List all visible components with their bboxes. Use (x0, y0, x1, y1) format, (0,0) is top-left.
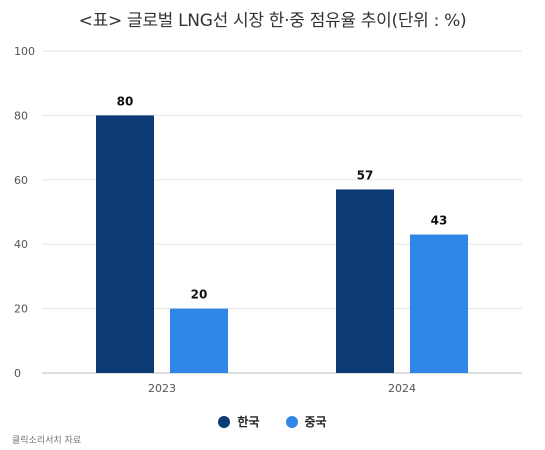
data-label: 20 (191, 288, 208, 302)
y-tick-label: 20 (14, 303, 28, 316)
legend-swatch (218, 415, 231, 428)
bar (170, 308, 228, 373)
legend-swatch (285, 415, 298, 428)
bar (336, 189, 394, 373)
y-tick-label: 80 (14, 109, 28, 122)
bar (410, 234, 468, 373)
legend-label: 중국 (304, 415, 327, 429)
y-tick-label: 40 (14, 238, 28, 251)
source-note: 클릭소리서치 자료 (12, 436, 82, 446)
x-tick-label: 2024 (388, 382, 416, 395)
data-label: 80 (117, 94, 134, 108)
legend-item: 중국 (285, 413, 327, 430)
legend-item: 한국 (218, 413, 260, 430)
legend-label: 한국 (237, 415, 260, 429)
y-tick-label: 0 (14, 367, 21, 380)
y-tick-label: 100 (14, 45, 35, 58)
bar (96, 115, 154, 374)
x-tick-label: 2023 (148, 382, 176, 395)
chart-legend: 한국 중국 (0, 413, 545, 430)
data-label: 57 (357, 168, 374, 182)
chart-title: <표> 글로벌 LNG선 시장 한·중 점유율 추이(단위 : %) (78, 11, 467, 31)
data-label: 43 (431, 214, 448, 228)
y-tick-label: 60 (14, 174, 28, 187)
